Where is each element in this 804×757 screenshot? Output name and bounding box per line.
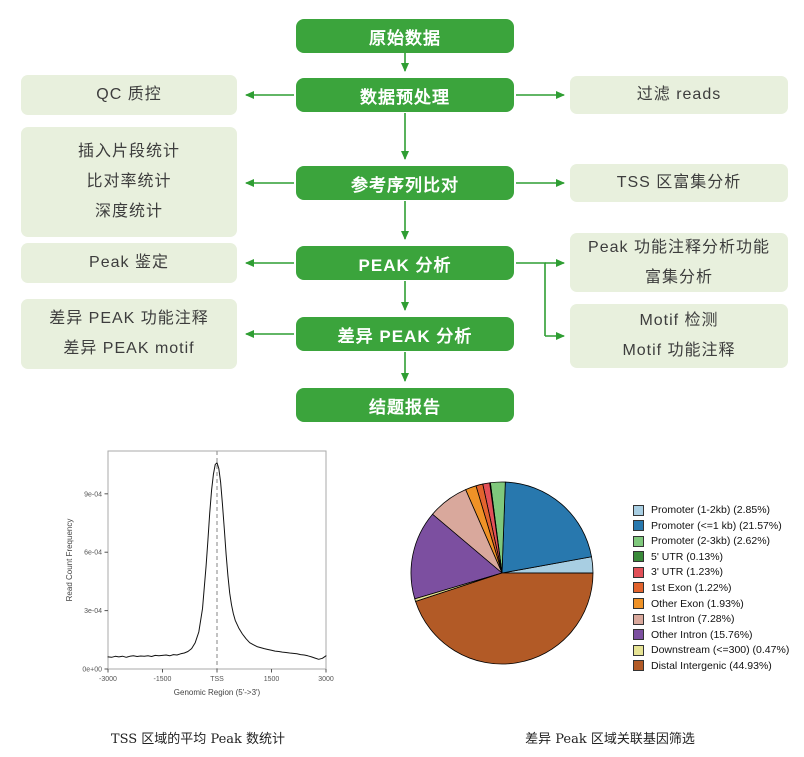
legend-item: Downstream (<=300) (0.47%) xyxy=(633,644,789,656)
legend-item: Other Exon (1.93%) xyxy=(633,598,789,610)
legend-item: 1st Intron (7.28%) xyxy=(633,613,789,625)
flow-node-label: 过滤 reads xyxy=(636,86,722,103)
flow-node-peak-calling: Peak 鉴定 xyxy=(21,243,237,283)
svg-text:Read Count Frequency: Read Count Frequency xyxy=(65,519,74,602)
legend-item: Promoter (1-2kb) (2.85%) xyxy=(633,504,789,516)
flow-node-label: 差异 PEAK motif xyxy=(63,340,195,357)
flow-node-label: Motif 检测 xyxy=(639,312,719,329)
legend-swatch xyxy=(633,613,644,625)
flow-node-label: Peak 功能注释分析功能 xyxy=(588,238,770,256)
flow-node-qc: QC 质控 xyxy=(21,75,237,115)
legend-label: Downstream (<=300) (0.47%) xyxy=(651,644,790,657)
legend-label: Promoter (<=1 kb) (21.57%) xyxy=(651,519,782,532)
flow-node-label: 结题报告 xyxy=(369,397,441,417)
flow-node-label: 富集分析 xyxy=(644,268,713,286)
flow-node-label: QC 质控 xyxy=(96,86,162,103)
flow-node-peak-analysis: PEAK 分析 xyxy=(296,246,514,280)
flow-node-alignment-stats: 插入片段统计 比对率统计 深度统计 xyxy=(21,127,237,237)
legend-label: 5' UTR (0.13%) xyxy=(651,550,724,563)
legend-label: Distal Intergenic (44.93%) xyxy=(651,659,772,672)
flow-node-preprocessing: 数据预处理 xyxy=(296,78,514,112)
legend-item: 5' UTR (0.13%) xyxy=(633,551,789,563)
legend-item: Other Intron (15.76%) xyxy=(633,629,789,641)
pie-chart-caption: 差异 Peak 区域关联基因筛选 xyxy=(525,732,695,747)
peak-annotation-pie xyxy=(410,481,594,665)
flow-node-label: Motif 功能注释 xyxy=(622,342,736,359)
legend-swatch xyxy=(633,629,644,641)
flow-node-label: PEAK 分析 xyxy=(358,255,452,275)
legend-label: 1st Intron (7.28%) xyxy=(651,613,735,626)
legend-item: Distal Intergenic (44.93%) xyxy=(633,660,789,672)
legend-swatch xyxy=(633,551,644,563)
legend-swatch xyxy=(633,598,644,610)
legend-swatch xyxy=(633,535,644,547)
flow-node-label: 插入片段统计 xyxy=(77,143,180,160)
legend-label: 1st Exon (1.22%) xyxy=(651,581,732,594)
flow-node-tss-enrichment: TSS 区富集分析 xyxy=(570,164,788,202)
flow-node-label: 差异 PEAK 分析 xyxy=(337,326,473,346)
legend-label: Other Intron (15.76%) xyxy=(651,628,753,641)
flow-node-label: Peak 鉴定 xyxy=(89,254,169,271)
flow-node-label: 原始数据 xyxy=(369,28,441,48)
legend-swatch xyxy=(633,504,644,516)
legend-item: Promoter (<=1 kb) (21.57%) xyxy=(633,520,789,532)
flow-node-diff-peak-annotation: 差异 PEAK 功能注释 差异 PEAK motif xyxy=(21,299,237,369)
flow-node-alignment: 参考序列比对 xyxy=(296,166,514,200)
flow-node-report: 结题报告 xyxy=(296,388,514,422)
flow-node-filter-reads: 过滤 reads xyxy=(570,76,788,114)
legend-item: Promoter (2-3kb) (2.62%) xyxy=(633,535,789,547)
svg-text:Genomic Region (5'->3'): Genomic Region (5'->3') xyxy=(174,688,261,697)
flow-node-motif: Motif 检测 Motif 功能注释 xyxy=(570,304,788,368)
legend-swatch xyxy=(633,582,644,594)
svg-text:1500: 1500 xyxy=(264,676,280,683)
svg-text:-1500: -1500 xyxy=(154,676,172,683)
svg-text:3000: 3000 xyxy=(318,676,334,683)
legend-label: Other Exon (1.93%) xyxy=(651,597,744,610)
legend-swatch xyxy=(633,520,644,532)
legend-item: 1st Exon (1.22%) xyxy=(633,582,789,594)
svg-text:TSS: TSS xyxy=(210,676,224,683)
svg-text:-3000: -3000 xyxy=(99,676,117,683)
flow-node-peak-annotation: Peak 功能注释分析功能 富集分析 xyxy=(570,233,788,292)
flow-node-diff-peak: 差异 PEAK 分析 xyxy=(296,317,514,351)
legend-swatch xyxy=(633,660,644,672)
svg-text:3e-04: 3e-04 xyxy=(84,608,102,615)
svg-text:6e-04: 6e-04 xyxy=(84,550,102,557)
flow-node-raw-data: 原始数据 xyxy=(296,19,514,53)
legend-item: 3' UTR (1.23%) xyxy=(633,566,789,578)
tss-profile-chart: -3000 -1500 TSS 1500 3000 0e+00 3e-04 6e-04 9e-0… xyxy=(65,450,334,697)
svg-text:9e-04: 9e-04 xyxy=(84,491,102,498)
pie-legend: Promoter (1-2kb) (2.85%) Promoter (<=1 kb… xyxy=(633,504,789,672)
tss-chart-caption: TSS 区域的平均 Peak 数统计 xyxy=(110,732,286,747)
legend-swatch xyxy=(633,644,644,656)
svg-text:0e+00: 0e+00 xyxy=(82,667,102,674)
flow-node-label: 数据预处理 xyxy=(360,87,450,107)
legend-label: 3' UTR (1.23%) xyxy=(651,566,724,579)
flow-node-label: 深度统计 xyxy=(94,203,163,220)
legend-label: Promoter (1-2kb) (2.85%) xyxy=(651,504,771,516)
legend-swatch xyxy=(633,566,644,578)
flow-node-label: 比对率统计 xyxy=(86,173,172,190)
flow-node-label: 差异 PEAK 功能注释 xyxy=(49,310,209,327)
flow-node-label: TSS 区富集分析 xyxy=(616,174,742,191)
flow-node-label: 参考序列比对 xyxy=(351,175,459,195)
legend-label: Promoter (2-3kb) (2.62%) xyxy=(651,535,771,548)
